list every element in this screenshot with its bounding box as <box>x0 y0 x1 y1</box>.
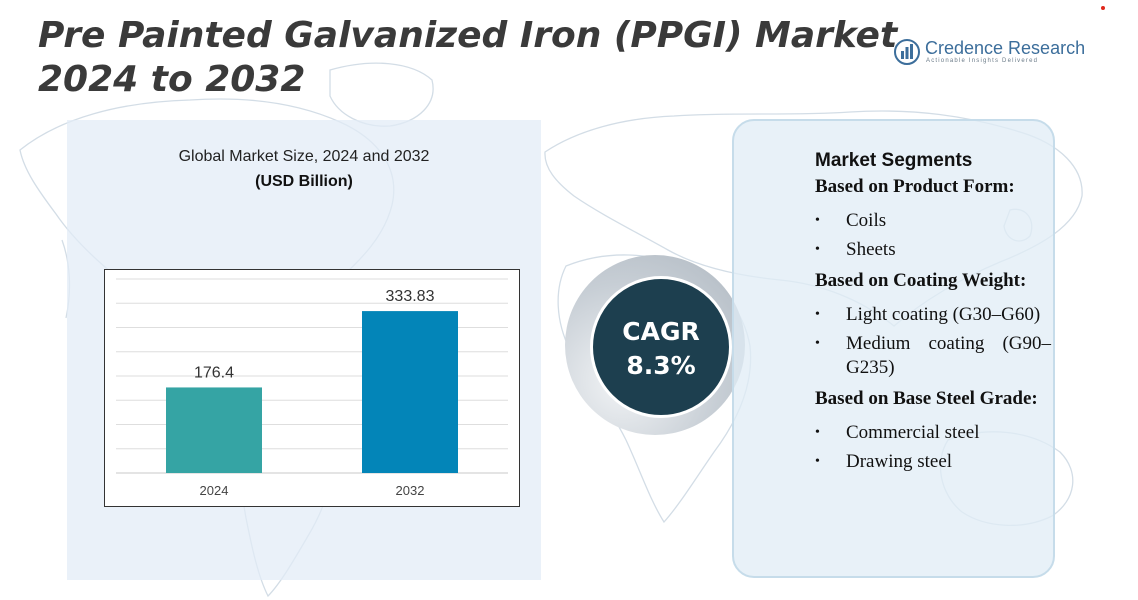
segments-title: Market Segments <box>815 150 973 171</box>
segment-item-label: Light coating (G30–G60) <box>846 304 1041 325</box>
market-size-chart-panel: Global Market Size, 2024 and 2032 (USD B… <box>67 120 541 580</box>
data-label-2024: 176.4 <box>194 364 234 381</box>
segment-items-product-form: • Coils • Sheets <box>815 209 1051 262</box>
segment-item-label: Drawing steel <box>846 451 953 472</box>
bar-chart: 176.4 2024 333.83 2032 <box>104 269 520 507</box>
page-title: Pre Painted Galvanized Iron (PPGI) Marke… <box>38 15 898 100</box>
segment-item: • Coils <box>815 209 1051 233</box>
bullet-icon: • <box>815 307 820 322</box>
x-tick-label-2032: 2032 <box>396 483 425 498</box>
segment-item-label: Coils <box>846 210 887 231</box>
x-tick-label-2024: 2024 <box>200 483 229 498</box>
cagr-badge: CAGR 8.3% <box>590 276 732 418</box>
bar-2032 <box>362 311 458 473</box>
segment-heading-product-form: Based on Product Form: <box>815 176 1015 197</box>
segment-item: • Commercial steel <box>815 421 1051 445</box>
data-label-2032: 333.83 <box>386 288 435 305</box>
bar-chart-globe-icon <box>894 39 920 65</box>
cagr-value: 8.3% <box>626 351 696 380</box>
chart-subtitle: (USD Billion) <box>255 173 353 190</box>
cagr-label: CAGR <box>622 317 700 346</box>
market-segments-panel: Market Segments Based on Product Form: •… <box>732 119 1055 578</box>
bullet-icon: • <box>815 425 820 440</box>
segment-item-label: Sheets <box>846 239 896 260</box>
bar-2024 <box>166 387 262 473</box>
bullet-icon: • <box>815 336 820 351</box>
bullet-icon: • <box>815 454 820 469</box>
segments-list: Based on Product Form: • Coils • Sheets Ba… <box>815 174 1051 480</box>
segment-item: • Light coating (G30–G60) <box>815 303 1051 327</box>
chart-title: Global Market Size, 2024 and 2032 <box>178 148 430 165</box>
segment-heading-base-steel-grade: Based on Base Steel Grade: <box>815 388 1038 409</box>
logo-tagline: Actionable Insights Delivered <box>926 58 1039 64</box>
segment-heading-coating-weight: Based on Coating Weight: <box>815 270 1027 291</box>
segment-item-label: Commercial steel <box>846 422 980 443</box>
segment-items-base-steel-grade: • Commercial steel • Drawing steel <box>815 421 1051 474</box>
segment-item: • Sheets <box>815 238 1051 262</box>
segment-item: • Drawing steel <box>815 450 1051 474</box>
credence-research-logo: Credence Research Actionable Insights De… <box>893 38 1086 72</box>
segment-items-coating-weight: • Light coating (G30–G60) • Medium coating… <box>815 303 1051 380</box>
segment-item: • Medium coating (G90–G235) <box>815 332 1051 380</box>
segment-item-label: Medium coating (G90–G235) <box>846 333 1051 378</box>
bullet-icon: • <box>815 242 820 257</box>
bullet-icon: • <box>815 213 820 228</box>
logo-name: Credence Research <box>925 38 1086 58</box>
decorative-dot <box>1101 6 1105 10</box>
